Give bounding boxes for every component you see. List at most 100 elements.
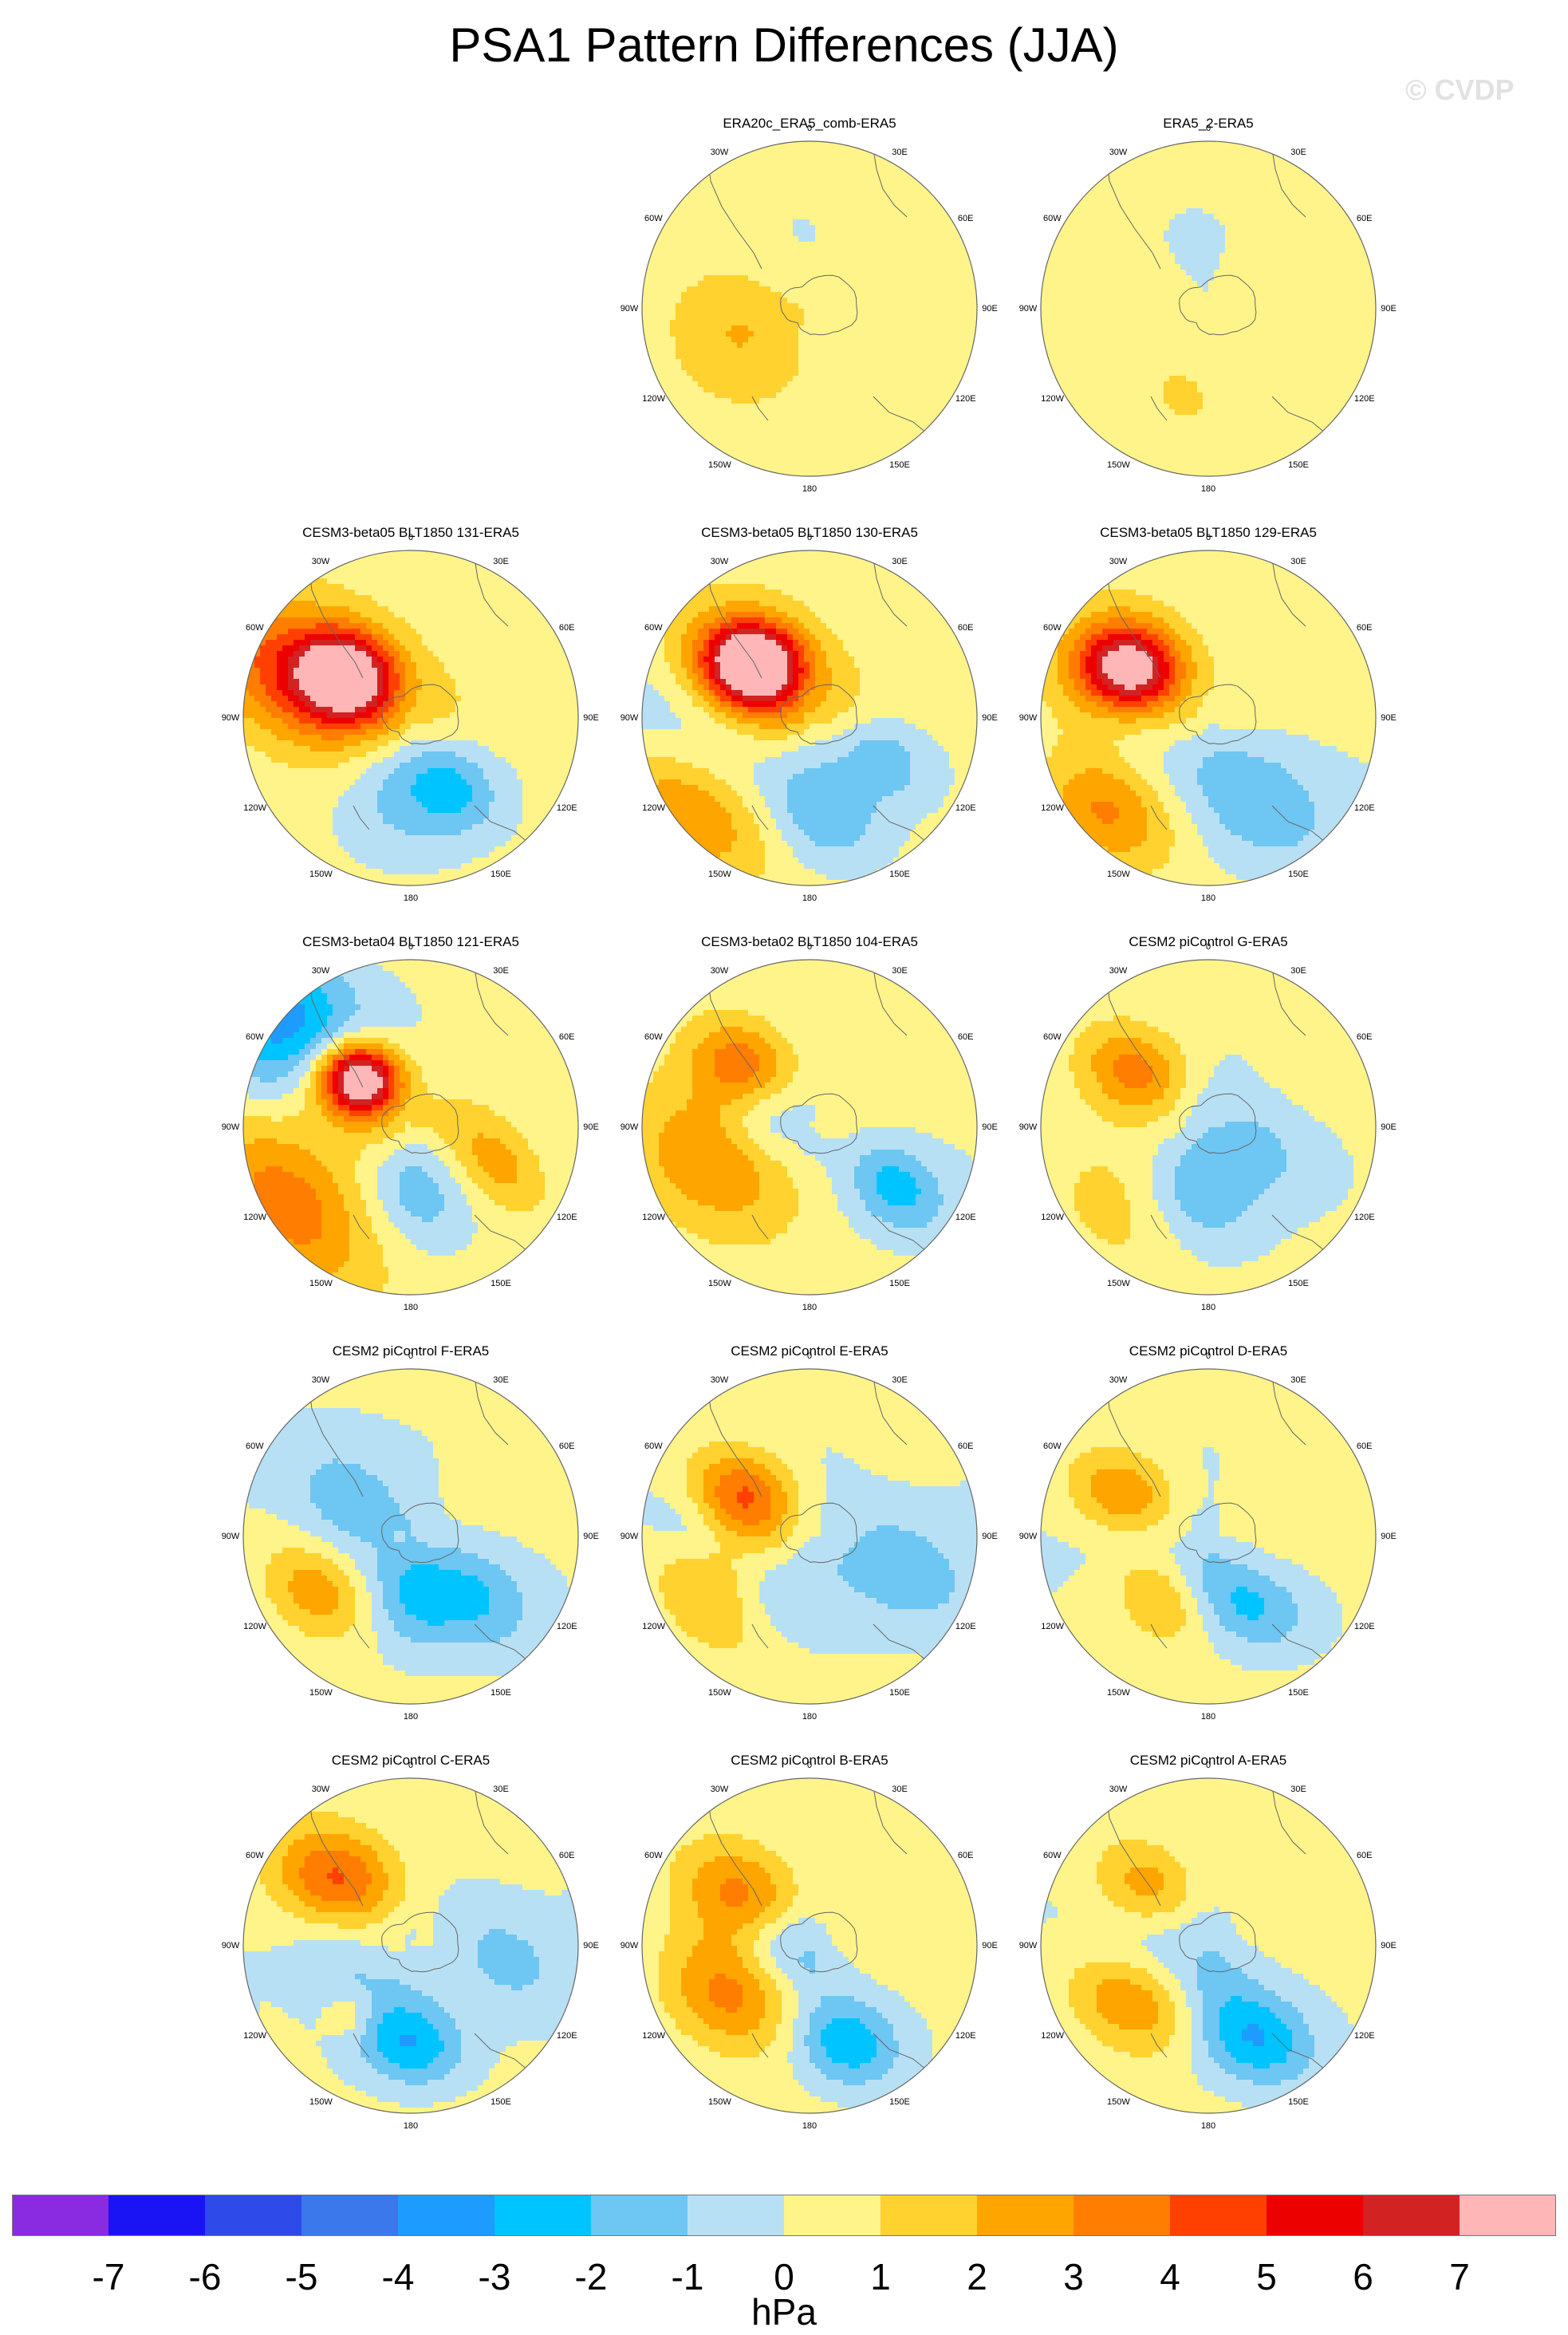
field-cell	[882, 309, 888, 315]
field-cell	[893, 214, 900, 220]
field-cell	[726, 270, 732, 276]
field-cell	[882, 359, 888, 365]
field-cell	[932, 348, 939, 354]
field-cell	[687, 314, 693, 321]
field-cell	[1125, 219, 1131, 226]
field-cell	[877, 331, 883, 337]
field-cell	[1063, 292, 1070, 298]
field-cell	[737, 242, 743, 248]
field-cell	[932, 331, 939, 337]
field-cell	[888, 365, 894, 371]
field-cell	[1113, 314, 1120, 321]
field-cell	[1331, 298, 1338, 304]
field-cell	[1247, 147, 1254, 153]
field-cell	[832, 175, 838, 181]
field-cell	[1219, 247, 1226, 254]
field-cell	[849, 309, 855, 315]
field-cell	[932, 298, 939, 304]
field-cell	[1102, 303, 1109, 310]
field-cell	[1197, 258, 1204, 265]
field-cell	[826, 415, 833, 421]
field-cell	[765, 365, 771, 371]
field-cell	[1052, 325, 1058, 332]
field-cell	[865, 298, 872, 304]
field-cell	[759, 342, 766, 349]
field-cell	[860, 152, 866, 159]
field-cell	[731, 292, 738, 298]
field-cell	[871, 404, 877, 410]
field-cell	[743, 460, 749, 466]
field-cell	[921, 409, 928, 416]
field-cell	[826, 309, 833, 315]
field-cell	[1058, 253, 1064, 259]
field-cell	[782, 281, 788, 287]
field-cell	[765, 219, 771, 226]
field-cell	[776, 180, 782, 187]
field-cell	[865, 292, 872, 298]
field-cell	[692, 342, 699, 349]
field-cell	[681, 253, 687, 259]
field-cell	[1097, 186, 1103, 192]
field-cell	[1164, 242, 1170, 248]
field-cell	[810, 376, 816, 382]
field-cell	[1259, 158, 1265, 164]
field-cell	[782, 381, 788, 388]
field-cell	[748, 454, 754, 460]
field-cell	[1281, 292, 1287, 298]
field-cell	[776, 247, 782, 254]
field-cell	[1097, 264, 1103, 270]
field-cell	[1203, 219, 1209, 226]
field-cell	[1309, 309, 1315, 315]
field-cell	[815, 225, 821, 231]
field-cell	[1270, 231, 1276, 237]
field-cell	[776, 460, 782, 466]
field-cell	[776, 325, 782, 332]
field-cell	[821, 370, 827, 377]
field-cell	[676, 387, 682, 393]
field-cell	[843, 253, 849, 259]
field-cell	[865, 404, 872, 410]
field-cell	[810, 381, 816, 388]
field-cell	[1085, 331, 1092, 337]
field-cell	[1298, 219, 1304, 226]
field-cell	[804, 152, 810, 159]
field-cell	[1069, 314, 1075, 321]
field-cell	[1298, 337, 1304, 343]
field-cell	[748, 270, 754, 276]
field-cell	[821, 443, 827, 449]
field-cell	[1342, 219, 1349, 226]
field-cell	[899, 348, 905, 354]
field-cell	[726, 164, 732, 170]
field-cell	[1175, 169, 1181, 176]
field-cell	[1314, 342, 1321, 349]
field-cell	[765, 197, 771, 203]
field-cell	[910, 325, 916, 332]
field-cell	[865, 437, 872, 444]
field-cell	[743, 398, 749, 404]
field-cell	[703, 365, 710, 371]
field-cell	[944, 325, 950, 332]
field-cell	[1046, 303, 1053, 310]
field-cell	[871, 231, 877, 237]
field-cell	[843, 342, 849, 349]
field-cell	[1270, 147, 1276, 153]
field-cell	[1063, 236, 1070, 243]
field-cell	[737, 169, 743, 176]
field-cell	[709, 164, 715, 170]
field-cell	[927, 270, 933, 276]
field-cell	[1270, 169, 1276, 176]
field-cell	[877, 337, 883, 343]
field-cell	[687, 219, 693, 226]
field-cell	[776, 370, 782, 377]
field-cell	[916, 370, 922, 377]
field-cell	[720, 203, 727, 209]
field-cell	[1052, 281, 1058, 287]
field-cell	[1337, 264, 1343, 270]
field-cell	[944, 286, 950, 293]
field-cell	[1074, 214, 1081, 220]
field-cell	[698, 247, 704, 254]
field-cell	[815, 353, 821, 360]
field-cell	[642, 281, 648, 287]
field-cell	[759, 231, 766, 237]
field-cell	[910, 186, 916, 192]
